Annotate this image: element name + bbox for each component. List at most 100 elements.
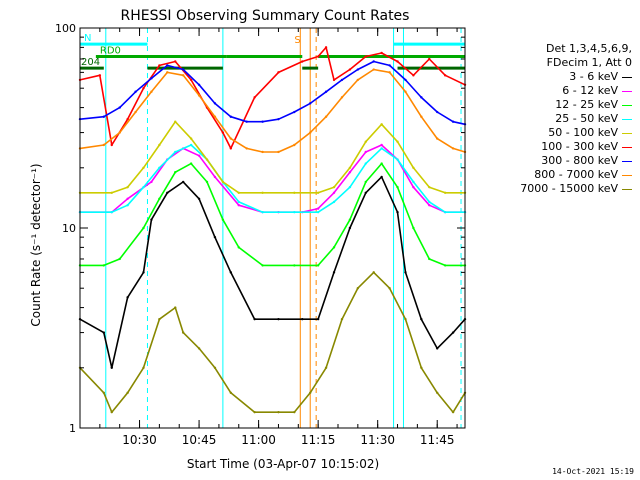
series-point xyxy=(348,218,352,221)
series-point xyxy=(126,391,129,394)
series-point xyxy=(142,166,145,169)
series-point xyxy=(404,271,407,274)
series-point xyxy=(102,143,106,147)
series-point xyxy=(174,306,177,309)
series-point xyxy=(412,166,415,169)
series-point xyxy=(118,106,121,109)
series-point xyxy=(356,78,360,82)
series-point xyxy=(110,143,113,147)
series-point xyxy=(150,180,153,184)
series-point xyxy=(396,158,399,161)
series-point xyxy=(380,143,383,147)
series-point xyxy=(412,180,415,184)
series-point xyxy=(348,166,352,169)
legend-entry: 300 - 800 keV xyxy=(520,154,632,168)
series-point xyxy=(364,150,367,154)
status-bar-label: RD0 xyxy=(100,46,121,57)
series-point xyxy=(428,204,431,207)
legend-entry-label: 50 - 100 keV xyxy=(548,126,618,139)
series-point xyxy=(293,143,296,147)
legend-swatch xyxy=(622,90,632,92)
series-point xyxy=(364,191,367,194)
series-point xyxy=(436,137,439,140)
series-line xyxy=(80,144,465,213)
series-point xyxy=(134,110,137,114)
series-point xyxy=(237,246,240,249)
series-point xyxy=(388,287,391,290)
series-point xyxy=(221,131,225,134)
series-point xyxy=(372,68,375,71)
series-point xyxy=(316,191,320,194)
series-point xyxy=(348,226,352,230)
series-point xyxy=(420,317,423,321)
series-point xyxy=(309,131,312,134)
series-point xyxy=(404,78,407,82)
legend-entry: 100 - 300 keV xyxy=(520,140,632,154)
series-point xyxy=(213,115,217,118)
series-point xyxy=(142,271,145,274)
series-point xyxy=(380,123,383,126)
series-point xyxy=(412,74,415,77)
series-point xyxy=(324,46,328,49)
series-point xyxy=(443,191,447,194)
x-tick-label: 10:45 xyxy=(182,433,217,447)
x-axis-label: Start Time (03-Apr-07 10:15:02) xyxy=(187,457,379,471)
series-point xyxy=(404,90,407,93)
series-point xyxy=(380,175,383,179)
series-point xyxy=(301,317,304,321)
series-point xyxy=(197,154,201,157)
plot-frame xyxy=(79,27,466,429)
legend-entry: 3 - 6 keV xyxy=(520,70,632,84)
series-point xyxy=(229,391,233,394)
series-point xyxy=(102,391,106,394)
series-point xyxy=(174,60,177,63)
series-point xyxy=(197,347,201,350)
series-point xyxy=(412,185,415,189)
legend-swatch xyxy=(622,188,632,190)
series-point xyxy=(261,150,264,154)
chart-title: RHESSI Observing Summary Count Rates xyxy=(121,8,410,24)
legend-header-line-1: Det 1,3,4,5,6,9, xyxy=(545,42,632,55)
series-point xyxy=(293,110,296,114)
y-tick-label: 10 xyxy=(62,222,76,235)
y-tick-label: 1 xyxy=(69,422,76,435)
series-point xyxy=(102,264,106,267)
series-point xyxy=(364,180,367,184)
series-point xyxy=(245,147,248,150)
series-point xyxy=(277,317,280,321)
series-point xyxy=(126,197,129,200)
legend-entry-label: 7000 - 15000 keV xyxy=(520,182,618,195)
legend-swatch xyxy=(622,174,632,176)
legend-entry: 7000 - 15000 keV xyxy=(520,182,632,196)
series-point xyxy=(142,185,145,189)
series-line xyxy=(80,162,465,267)
series-point xyxy=(364,140,367,143)
series-point xyxy=(158,197,161,200)
legend-entry-label: 100 - 300 keV xyxy=(541,140,618,153)
series-point xyxy=(372,60,375,63)
series-point xyxy=(150,218,153,221)
legend-entry: 800 - 7000 keV xyxy=(520,168,632,182)
legend-entry-label: 12 - 25 keV xyxy=(555,98,618,111)
series-point xyxy=(316,207,320,210)
series-point xyxy=(396,60,399,63)
series-point xyxy=(420,115,423,118)
series-point xyxy=(451,331,455,334)
series-point xyxy=(332,246,336,249)
series-line xyxy=(79,46,466,150)
series-point xyxy=(134,90,137,93)
series-point xyxy=(229,137,233,140)
series-point xyxy=(189,143,193,147)
series-point xyxy=(197,94,201,97)
series-point xyxy=(213,102,217,105)
legend-entry: 50 - 100 keV xyxy=(520,126,632,140)
series-point xyxy=(388,71,391,74)
series-point xyxy=(380,147,383,150)
series-point xyxy=(364,162,367,165)
series-point xyxy=(277,117,280,121)
series-point xyxy=(420,96,423,99)
legend-entry: 12 - 25 keV xyxy=(520,98,632,112)
series-point xyxy=(142,226,145,230)
series-point xyxy=(443,210,447,214)
series-point xyxy=(277,71,280,74)
